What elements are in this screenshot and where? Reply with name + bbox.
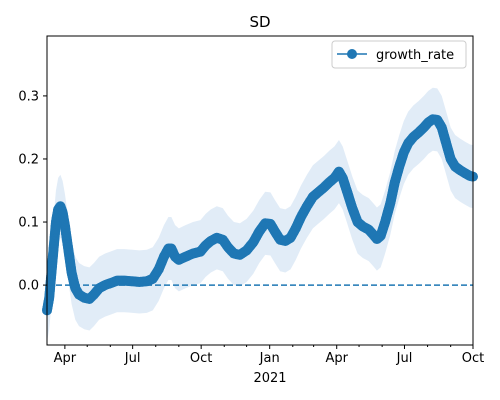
x-axis: Apr Jul Oct Jan Apr Jul Oct bbox=[54, 345, 484, 366]
y-tick-label: 0.0 bbox=[18, 279, 39, 294]
x-tick-label: Oct bbox=[190, 351, 212, 366]
y-axis: 0.0 0.1 0.2 0.3 bbox=[18, 89, 47, 294]
y-tick-label: 0.1 bbox=[18, 216, 39, 231]
legend-marker-swatch bbox=[347, 49, 357, 59]
y-tick-label: 0.2 bbox=[18, 152, 39, 167]
legend: growth_rate bbox=[331, 40, 467, 69]
x-tick-label: Apr bbox=[325, 351, 348, 366]
legend-box bbox=[331, 40, 467, 69]
series-layer bbox=[42, 114, 478, 316]
x-tick-label: Apr bbox=[54, 351, 77, 366]
x-tick-label: Jul bbox=[396, 351, 413, 366]
chart-title: SD bbox=[249, 13, 270, 31]
plot-border bbox=[46, 35, 474, 346]
y-tick-label: 0.3 bbox=[18, 89, 39, 104]
legend-label-growth-rate: growth_rate bbox=[376, 48, 454, 63]
x-tick-label: Jul bbox=[124, 351, 141, 366]
x-tick-label: Jan bbox=[259, 351, 280, 366]
x-tick-label: Oct bbox=[462, 351, 484, 366]
x-axis-year-label: 2021 bbox=[253, 371, 286, 386]
